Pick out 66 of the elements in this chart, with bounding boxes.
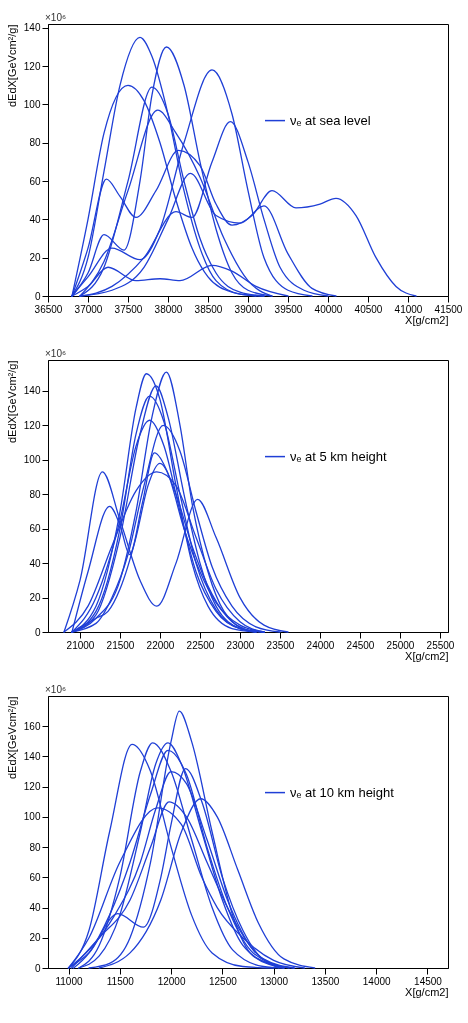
x-tick-label: 25000 <box>386 639 415 651</box>
y-tick-label: 0 <box>34 962 41 974</box>
x-tick-label: 13500 <box>311 975 340 987</box>
y-tick-label: 60 <box>29 175 41 187</box>
y-tick-label: 140 <box>23 750 41 762</box>
y-tick-label: 20 <box>29 932 41 944</box>
x-tick-label: 12000 <box>157 975 186 987</box>
x-tick-label: 40500 <box>354 303 383 315</box>
x-tick-label: 38000 <box>154 303 183 315</box>
x-tick-label: 14000 <box>362 975 392 987</box>
y-tick-label: 60 <box>29 523 41 535</box>
x-tick-label: 13000 <box>260 975 289 987</box>
x-tick-label: 21500 <box>106 639 135 651</box>
y-tick-label: 120 <box>23 60 41 72</box>
legend-label: νₑ at 10 km height <box>290 784 395 800</box>
x-tick-label: 41000 <box>394 303 423 315</box>
y-tick-label: 100 <box>23 454 41 466</box>
y-tick-label: 80 <box>29 488 41 500</box>
y-tick-label: 140 <box>23 22 41 34</box>
x-tick-label: 41500 <box>434 303 463 315</box>
y-tick-label: 40 <box>29 902 41 914</box>
x-tick-label: 23500 <box>266 639 295 651</box>
x-axis-title: X[g/cm2] <box>405 985 449 998</box>
y-axis-title: dEdX[GeVcm²/g] <box>5 696 18 780</box>
y-tick-label: 0 <box>34 626 41 638</box>
y-tick-label: 80 <box>29 841 41 853</box>
x-tick-label: 39500 <box>274 303 303 315</box>
text: ×10⁶ <box>45 348 67 359</box>
y-tick-label: 80 <box>29 137 41 149</box>
y-tick-label: 40 <box>29 213 41 225</box>
x-tick-label: 24500 <box>346 639 375 651</box>
y-tick-label: 160 <box>23 720 41 732</box>
y-tick-label: 100 <box>23 98 41 110</box>
y-tick-label: 0 <box>34 290 41 302</box>
y-tick-label: 120 <box>23 419 41 431</box>
x-tick-label: 23000 <box>226 639 255 651</box>
legend-label: νₑ at 5 km height <box>290 448 387 464</box>
y-tick-label: 60 <box>29 871 41 883</box>
y-axis-title: dEdX[GeVcm²/g] <box>5 24 18 108</box>
legend-label: νₑ at sea level <box>290 112 371 128</box>
x-axis-title: X[g/cm2] <box>405 313 449 326</box>
y-tick-label: 100 <box>23 811 41 823</box>
x-tick-label: 39000 <box>234 303 263 315</box>
y-tick-label: 40 <box>29 557 41 569</box>
x-tick-label: 37500 <box>114 303 143 315</box>
x-tick-label: 22500 <box>186 639 215 651</box>
x-tick-label: 24000 <box>306 639 335 651</box>
x-tick-label: 22000 <box>146 639 175 651</box>
x-tick-label: 11500 <box>106 975 135 987</box>
x-tick-label: 40000 <box>314 303 343 315</box>
x-tick-label: 25500 <box>426 639 455 651</box>
text: ×10⁶ <box>45 684 67 695</box>
x-tick-label: 12500 <box>208 975 238 987</box>
x-tick-label: 37000 <box>74 303 103 315</box>
x-tick-label: 38500 <box>194 303 223 315</box>
x-tick-label: 21000 <box>66 639 95 651</box>
x-axis-title: X[g/cm2] <box>405 649 449 662</box>
text: ×10⁶ <box>45 12 67 23</box>
y-tick-label: 20 <box>29 252 41 264</box>
y-tick-label: 20 <box>29 592 41 604</box>
x-tick-label: 11000 <box>55 975 83 987</box>
y-axis-title: dEdX[GeVcm²/g] <box>5 360 18 444</box>
x-tick-label: 14500 <box>414 975 443 987</box>
x-tick-label: 36500 <box>34 303 63 315</box>
y-tick-label: 140 <box>23 385 41 397</box>
y-tick-label: 120 <box>23 781 41 793</box>
